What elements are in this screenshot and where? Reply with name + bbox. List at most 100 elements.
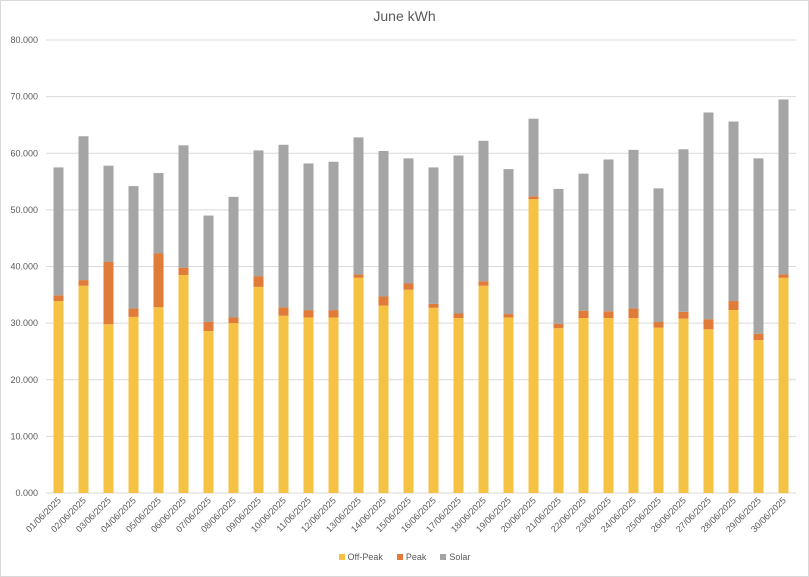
bar-off-peak [328,317,339,493]
bar-off-peak [753,340,764,493]
bar-solar [103,165,114,262]
bar-peak [778,274,789,278]
bar-peak [528,196,539,200]
bar-off-peak [528,199,539,493]
bar-peak [53,295,64,302]
bar-off-peak [103,324,114,493]
y-tick-label: 30.000 [10,318,38,328]
bar-off-peak [178,274,189,493]
bar-solar [728,121,739,302]
bar-peak [128,308,139,317]
bar-solar [353,137,364,275]
bars [53,99,789,493]
bar-peak [403,283,414,290]
bar-off-peak [303,317,314,493]
bar-solar [553,188,564,324]
bar-off-peak [578,318,589,493]
bar-off-peak [603,318,614,493]
bar-off-peak [78,285,89,493]
bar-solar [703,112,714,320]
bar-solar [253,150,264,277]
legend-label: Solar [449,552,471,562]
bar-solar [378,150,389,297]
bar-off-peak [478,285,489,493]
bar-solar [628,149,639,309]
bar-solar [228,196,239,318]
bar-off-peak [228,323,239,493]
legend-label: Off-Peak [347,552,383,562]
bar-off-peak [203,331,214,493]
bar-off-peak [53,301,64,493]
bar-solar [503,169,514,315]
bar-solar [328,161,339,311]
bar-peak [553,323,564,329]
bar-off-peak [628,318,639,493]
bar-peak [703,319,714,330]
bar-solar [753,158,764,334]
legend-swatch [338,554,345,560]
bar-off-peak [553,328,564,493]
bar-peak [253,276,264,287]
bar-peak [203,321,214,332]
y-tick-label: 10.000 [10,431,38,441]
y-tick-label: 60.000 [10,148,38,158]
bar-peak [178,267,189,275]
y-tick-label: 40.000 [10,262,38,272]
bar-peak [728,301,739,311]
bar-off-peak [253,286,264,493]
bar-solar [578,173,589,311]
bar-solar [53,167,64,296]
bar-peak [378,296,389,306]
bar-solar [178,145,189,268]
bar-peak [353,274,364,278]
bar-solar [428,167,439,304]
legend: Off-Peak Peak Solar [0,552,809,562]
bar-off-peak [778,277,789,493]
chart-title: June kWh [373,8,436,24]
bar-solar [403,158,414,284]
bar-off-peak [378,305,389,493]
bar-off-peak [703,329,714,493]
y-tick-label: 80.000 [10,35,38,45]
bar-solar [478,140,489,282]
bar-peak [303,310,314,318]
bar-peak [478,281,489,286]
bar-peak [103,261,114,325]
bar-peak [453,313,464,319]
bar-solar [128,186,139,309]
bar-off-peak [503,317,514,493]
y-tick-label: 20.000 [10,375,38,385]
bar-peak [278,307,289,316]
bar-peak [503,314,514,318]
bar-peak [603,311,614,319]
bar-solar [778,99,789,275]
legend-swatch [440,554,447,560]
bar-peak [628,308,639,319]
x-axis-ticks: 01/06/202502/06/202503/06/202504/06/2025… [24,495,788,534]
bar-peak [753,333,764,341]
bar-solar [453,155,464,314]
bar-peak [578,310,589,319]
bar-peak [153,253,164,308]
bar-off-peak [453,318,464,493]
bar-solar [278,144,289,308]
bar-solar [528,118,539,197]
bar-off-peak [653,327,664,493]
legend-label: Peak [405,552,427,562]
bar-off-peak [428,307,439,493]
y-tick-label: 0.000 [15,488,38,498]
bar-off-peak [278,315,289,493]
bar-off-peak [153,307,164,493]
legend-item: Peak [396,552,427,562]
bar-peak [328,310,339,318]
bar-peak [428,303,439,308]
bar-off-peak [728,310,739,493]
bar-peak [653,321,664,328]
bar-solar [678,149,689,312]
bar-off-peak [128,316,139,493]
y-axis-ticks: 0.000 10.000 20.000 30.000 40.000 50.000 60.00… [10,35,38,498]
bar-peak [678,311,689,319]
bar-peak [78,280,89,286]
bar-solar [153,173,164,254]
